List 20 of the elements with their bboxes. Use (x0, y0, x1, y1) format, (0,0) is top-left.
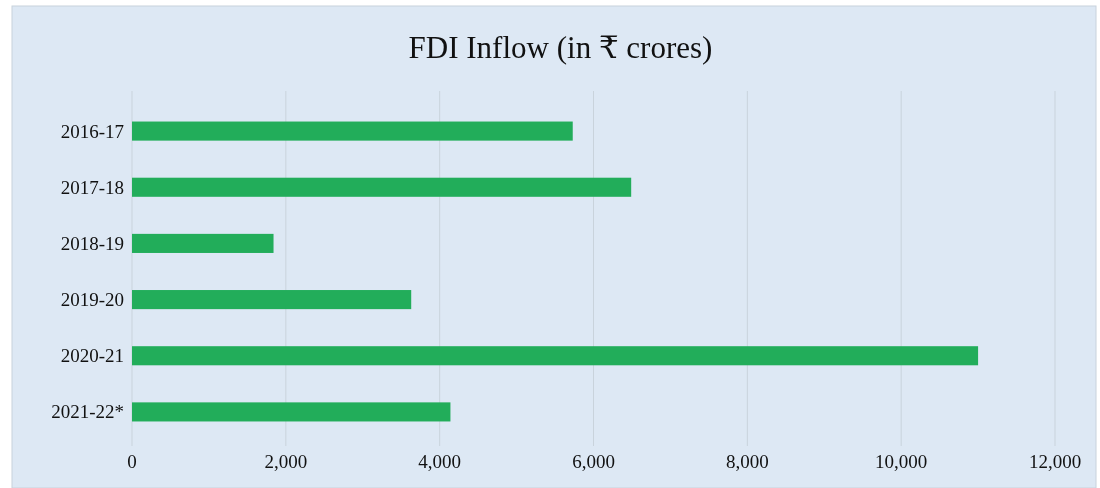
bar (132, 121, 573, 141)
x-tick-label: 2,000 (264, 451, 308, 472)
bar (132, 177, 632, 197)
chart-title: FDI Inflow (in ₹ crores) (408, 30, 713, 65)
bar (132, 346, 979, 366)
x-tick-label: 10,000 (875, 451, 928, 472)
y-tick-label: 2017-18 (60, 176, 124, 198)
x-tick-label: 4,000 (418, 451, 462, 472)
y-tick-label: 2016-17 (60, 120, 124, 142)
bar (132, 402, 451, 422)
y-tick-label: 2019-20 (60, 289, 124, 311)
x-tick-label: 6,000 (572, 451, 615, 472)
bar (132, 290, 412, 310)
y-tick-label: 2020-21 (60, 345, 124, 367)
y-tick-label: 2018-19 (60, 232, 124, 254)
x-tick-label: 8,000 (725, 451, 769, 472)
bar (132, 233, 274, 253)
x-tick-label: 12,000 (1028, 451, 1082, 472)
y-tick-label: 2021-22* (51, 401, 124, 423)
x-tick-label: 0 (127, 451, 137, 472)
